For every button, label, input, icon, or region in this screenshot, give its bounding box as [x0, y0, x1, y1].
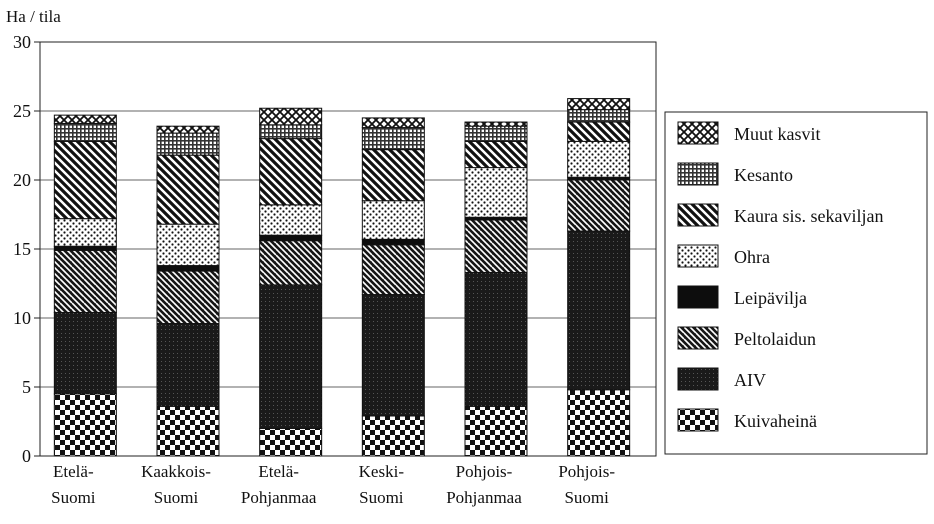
x-tick-label: Pohjois- [558, 462, 615, 481]
bar-segment [567, 389, 631, 457]
legend-swatch [677, 162, 719, 186]
y-tick-label: 0 [22, 446, 31, 466]
bar-segment [259, 240, 323, 286]
x-tick-label: Etelä- [53, 462, 94, 481]
bar-segment [361, 200, 425, 240]
bar-segment [156, 132, 220, 156]
legend-label: Peltolaidun [734, 329, 816, 349]
bar-segment [53, 218, 117, 247]
bars [53, 98, 631, 457]
bar-segment [259, 204, 323, 236]
x-tick-label: Pohjanmaa [241, 488, 317, 507]
x-tick-label: Suomi [564, 488, 609, 507]
bar-segment [361, 117, 425, 129]
legend-swatch [677, 326, 719, 350]
legend-label: AIV [734, 370, 766, 390]
bar-segment [567, 140, 631, 178]
legend-swatch [677, 121, 719, 145]
bar-segment [53, 122, 117, 142]
x-tick-label: Suomi [51, 488, 96, 507]
bar-segment [156, 125, 220, 134]
bar-segment [53, 249, 117, 313]
bar-segment [156, 154, 220, 225]
y-tick-label: 30 [13, 32, 31, 52]
bar-segment [567, 98, 631, 111]
legend-swatch [677, 285, 719, 309]
x-tick-label: Keski- [359, 462, 405, 481]
bar-segment [464, 271, 528, 407]
legend-label: Ohra [734, 247, 770, 267]
bar-segment [259, 234, 323, 242]
bar-segment [156, 265, 220, 272]
bar-segment [464, 219, 528, 273]
y-tick-label: 15 [13, 239, 31, 259]
bar-segment [259, 427, 323, 457]
legend-swatch [677, 408, 719, 432]
bar-segment [361, 238, 425, 246]
bar-segment [53, 114, 117, 124]
bar-segment [156, 223, 220, 267]
bar-segment [259, 124, 323, 140]
bar-segment [156, 323, 220, 407]
legend-label: Kaura sis. sekaviljan [734, 206, 883, 226]
x-tick-label: Pohjanmaa [446, 488, 522, 507]
legend-swatch [677, 367, 719, 391]
x-tick-label: Pohjois- [456, 462, 513, 481]
bar-segment [53, 140, 117, 220]
x-tick-label: Suomi [359, 488, 404, 507]
legend-swatch [677, 244, 719, 268]
legend-label: Leipävilja [734, 288, 807, 308]
bar-segment [259, 284, 323, 429]
bar-segment [464, 167, 528, 218]
bar-segment [53, 311, 117, 395]
legend-label: Muut kasvit [734, 124, 821, 144]
x-tick-label: Suomi [154, 488, 199, 507]
bar-segment [156, 405, 220, 457]
y-tick-label: 5 [22, 377, 31, 397]
bar-segment [156, 270, 220, 325]
y-axis-label: Ha / tila [6, 7, 61, 26]
legend: Muut kasvit Kesanto Kaura sis. sekaviljan O… [677, 121, 883, 432]
legend-label: Kuivaheinä [734, 411, 817, 431]
bar-segment [361, 294, 425, 417]
bar-segment [567, 121, 631, 142]
bar-segment [361, 244, 425, 296]
bar-segment [361, 127, 425, 151]
y-tick-label: 25 [13, 101, 31, 121]
legend-swatch [677, 203, 719, 227]
bar-segment [361, 415, 425, 457]
bar-segment [464, 140, 528, 169]
y-tick-label: 10 [13, 308, 31, 328]
bar-segment [464, 125, 528, 142]
bar-segment [567, 109, 631, 123]
bar-segment [259, 138, 323, 206]
x-tick-label: Kaakkois- [141, 462, 211, 481]
bar-segment [259, 107, 323, 126]
x-axis-ticks: Etelä- Suomi Kaakkois- Suomi Etelä- Pohjanmaa… [51, 462, 615, 507]
bar-segment [567, 230, 631, 391]
x-tick-label: Etelä- [258, 462, 299, 481]
gridlines [40, 110, 656, 388]
bar-segment [53, 245, 117, 251]
bar-segment [464, 121, 528, 127]
bar-segment [361, 149, 425, 202]
bar-segment [464, 405, 528, 457]
legend-label: Kesanto [734, 165, 793, 185]
bar-segment [53, 393, 117, 457]
bar-segment [567, 179, 631, 232]
y-axis-ticks: 0 5 10 15 20 25 30 [13, 32, 40, 466]
y-tick-label: 20 [13, 170, 31, 190]
